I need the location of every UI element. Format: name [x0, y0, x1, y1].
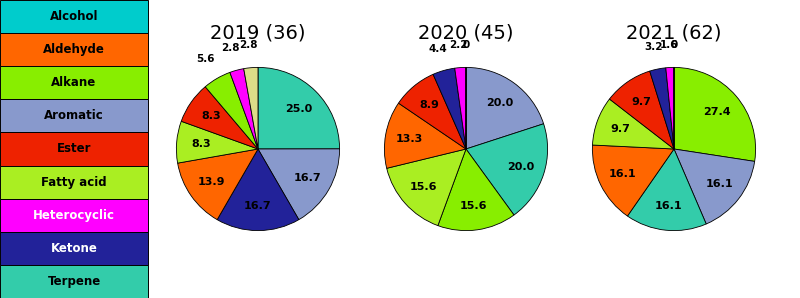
Wedge shape [610, 71, 674, 149]
Wedge shape [178, 149, 258, 220]
Text: 13.9: 13.9 [198, 177, 225, 187]
Bar [0, 132, 148, 166]
Text: 2.2: 2.2 [450, 40, 468, 50]
Wedge shape [674, 67, 755, 162]
Text: 0: 0 [462, 40, 470, 49]
Bar [0, 0, 148, 33]
Bar [0, 199, 148, 232]
Text: 15.6: 15.6 [460, 201, 488, 211]
Wedge shape [258, 149, 339, 220]
Text: 2.8: 2.8 [239, 40, 258, 50]
Wedge shape [433, 68, 466, 149]
Text: 15.6: 15.6 [410, 182, 437, 192]
Wedge shape [627, 149, 706, 231]
Text: 9.7: 9.7 [631, 97, 651, 107]
Title: 2019 (36): 2019 (36) [210, 24, 306, 43]
Text: 16.7: 16.7 [244, 201, 272, 211]
Wedge shape [466, 124, 547, 215]
Text: 27.4: 27.4 [703, 107, 731, 117]
Wedge shape [466, 67, 544, 149]
Bar [0, 232, 148, 265]
Text: 4.4: 4.4 [428, 44, 447, 54]
Wedge shape [230, 69, 258, 149]
Wedge shape [438, 149, 514, 231]
Text: 3.2: 3.2 [644, 42, 662, 52]
Wedge shape [650, 68, 674, 149]
Text: 0: 0 [670, 40, 678, 49]
Wedge shape [666, 67, 674, 149]
Text: 1.6: 1.6 [659, 40, 678, 50]
Bar [0, 166, 148, 199]
Text: 25.0: 25.0 [285, 104, 312, 114]
Wedge shape [217, 149, 299, 231]
Wedge shape [398, 74, 466, 149]
Text: 8.3: 8.3 [202, 111, 221, 121]
Text: 20.0: 20.0 [506, 162, 534, 172]
Text: 16.1: 16.1 [706, 179, 733, 189]
Title: 2020 (45): 2020 (45) [418, 24, 514, 43]
Text: Terpene: Terpene [47, 275, 101, 288]
Text: 16.7: 16.7 [294, 173, 322, 182]
Bar [0, 33, 148, 66]
Wedge shape [258, 67, 339, 149]
Wedge shape [386, 149, 466, 226]
Wedge shape [454, 67, 466, 149]
Text: 13.3: 13.3 [396, 134, 423, 144]
Wedge shape [182, 87, 258, 149]
Title: 2021 (62): 2021 (62) [626, 24, 722, 43]
Text: 16.1: 16.1 [654, 201, 682, 211]
Text: 2.8: 2.8 [222, 43, 240, 53]
Bar [0, 66, 148, 99]
Text: Heterocyclic: Heterocyclic [33, 209, 115, 222]
Wedge shape [674, 149, 754, 224]
Wedge shape [593, 99, 674, 149]
Text: Fatty acid: Fatty acid [41, 176, 107, 189]
Text: Ketone: Ketone [50, 242, 98, 255]
Text: Aldehyde: Aldehyde [43, 43, 105, 56]
Text: Alkane: Alkane [51, 76, 97, 89]
Wedge shape [385, 103, 466, 168]
Text: 9.7: 9.7 [610, 124, 630, 134]
Wedge shape [593, 145, 674, 216]
Bar [0, 265, 148, 298]
Text: 20.0: 20.0 [486, 98, 513, 108]
Text: Alcohol: Alcohol [50, 10, 98, 23]
Text: 16.1: 16.1 [609, 169, 637, 179]
Wedge shape [244, 67, 258, 149]
Text: 8.9: 8.9 [419, 100, 439, 110]
Text: 8.3: 8.3 [191, 139, 211, 149]
Text: Ester: Ester [57, 142, 91, 156]
Text: 5.6: 5.6 [196, 54, 214, 64]
Bar [0, 99, 148, 132]
Text: Aromatic: Aromatic [44, 109, 104, 122]
Wedge shape [177, 121, 258, 163]
Wedge shape [206, 72, 258, 149]
